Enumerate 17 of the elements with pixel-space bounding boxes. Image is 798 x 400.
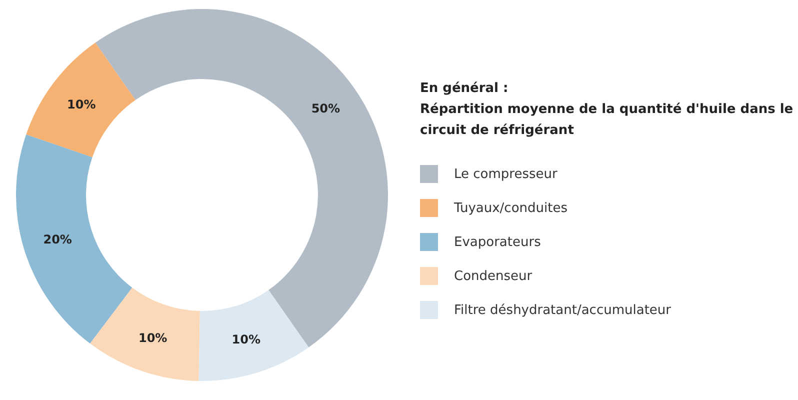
text: En général : <box>420 80 510 98</box>
data-label: 10% <box>138 331 168 346</box>
data-label: 20% <box>43 232 72 246</box>
data-label: 10% <box>67 97 96 112</box>
legend-label: Tuyaux/conduites <box>454 201 568 216</box>
donut-slice <box>90 288 200 381</box>
data-label: 10% <box>232 332 261 347</box>
donut-slice <box>26 42 136 158</box>
legend-label: Condenseur <box>454 269 532 284</box>
legend-label: Le compresseur <box>454 167 558 182</box>
donut-slice <box>95 9 388 348</box>
donut-slice <box>198 290 309 381</box>
donut-slice <box>16 134 132 344</box>
text: Répartition moyenne de la quantité d'huile dans le circuit de réfrigérant <box>420 101 794 140</box>
legend-label: Evaporateurs <box>454 235 541 250</box>
legend-label: Filtre déshydratant/accumulateur <box>454 303 672 318</box>
data-label: 50% <box>311 102 340 116</box>
